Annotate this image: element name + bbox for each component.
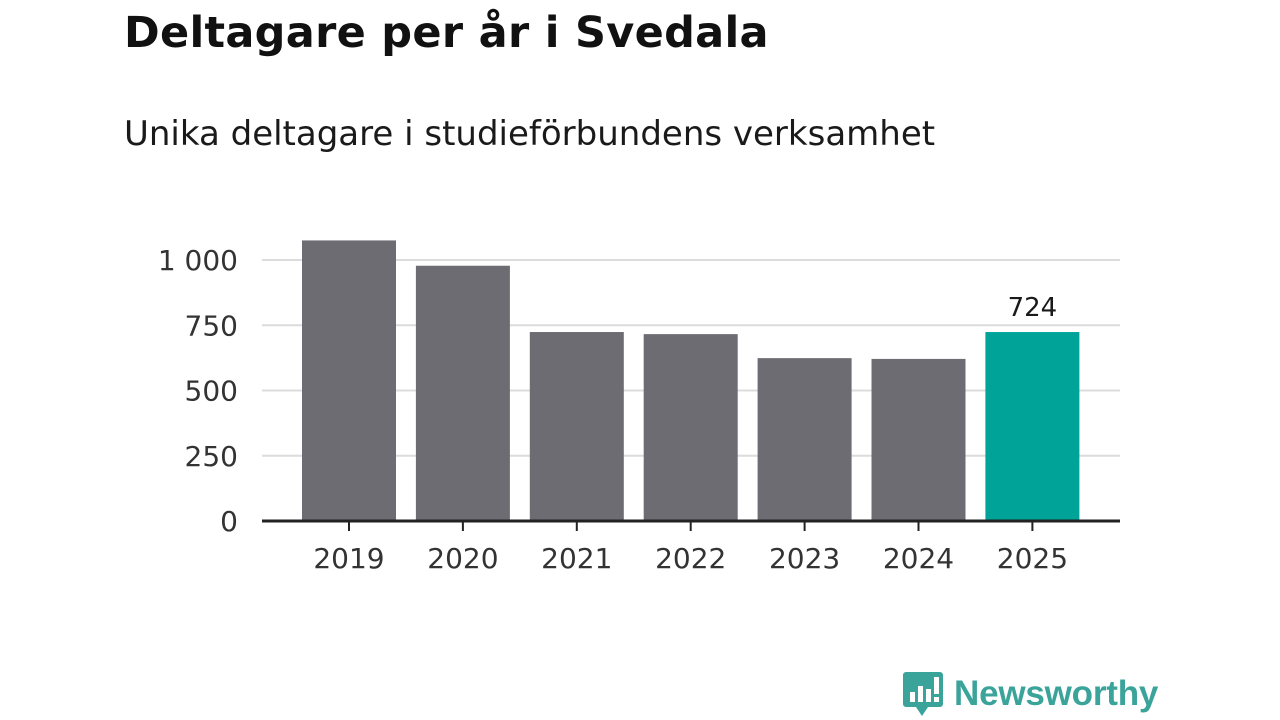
bar-2023: [757, 358, 852, 521]
x-tick-label: 2024: [883, 542, 954, 575]
bar-2019: [302, 240, 396, 522]
x-tick-label: 2020: [427, 542, 498, 575]
chart-title: Deltagare per år i Svedala: [124, 8, 769, 58]
y-tick-label: 500: [185, 375, 238, 408]
y-tick-label: 250: [185, 440, 238, 473]
bar-2025: [985, 332, 1080, 521]
x-tick-label: 2019: [313, 542, 384, 575]
brand-name: Newsworthy: [954, 674, 1159, 713]
bar-2020: [415, 265, 510, 521]
y-tick-label: 0: [220, 505, 238, 538]
x-tick-label: 2023: [769, 542, 840, 575]
x-tick-label: 2022: [655, 542, 726, 575]
chart-subtitle: Unika deltagare i studieförbundens verks…: [124, 114, 936, 154]
bar-2024: [871, 358, 966, 521]
y-tick-label: 1 000: [158, 244, 238, 277]
newsworthy-logo-icon: [903, 672, 943, 716]
bar-2021: [529, 332, 624, 521]
x-tick-label: 2025: [997, 542, 1068, 575]
brand-logo: Newsworthy: [902, 670, 1158, 718]
data-label: 724: [1008, 293, 1058, 323]
x-tick-label: 2021: [541, 542, 612, 575]
bar-2022: [643, 334, 738, 521]
y-tick-label: 750: [185, 309, 238, 342]
